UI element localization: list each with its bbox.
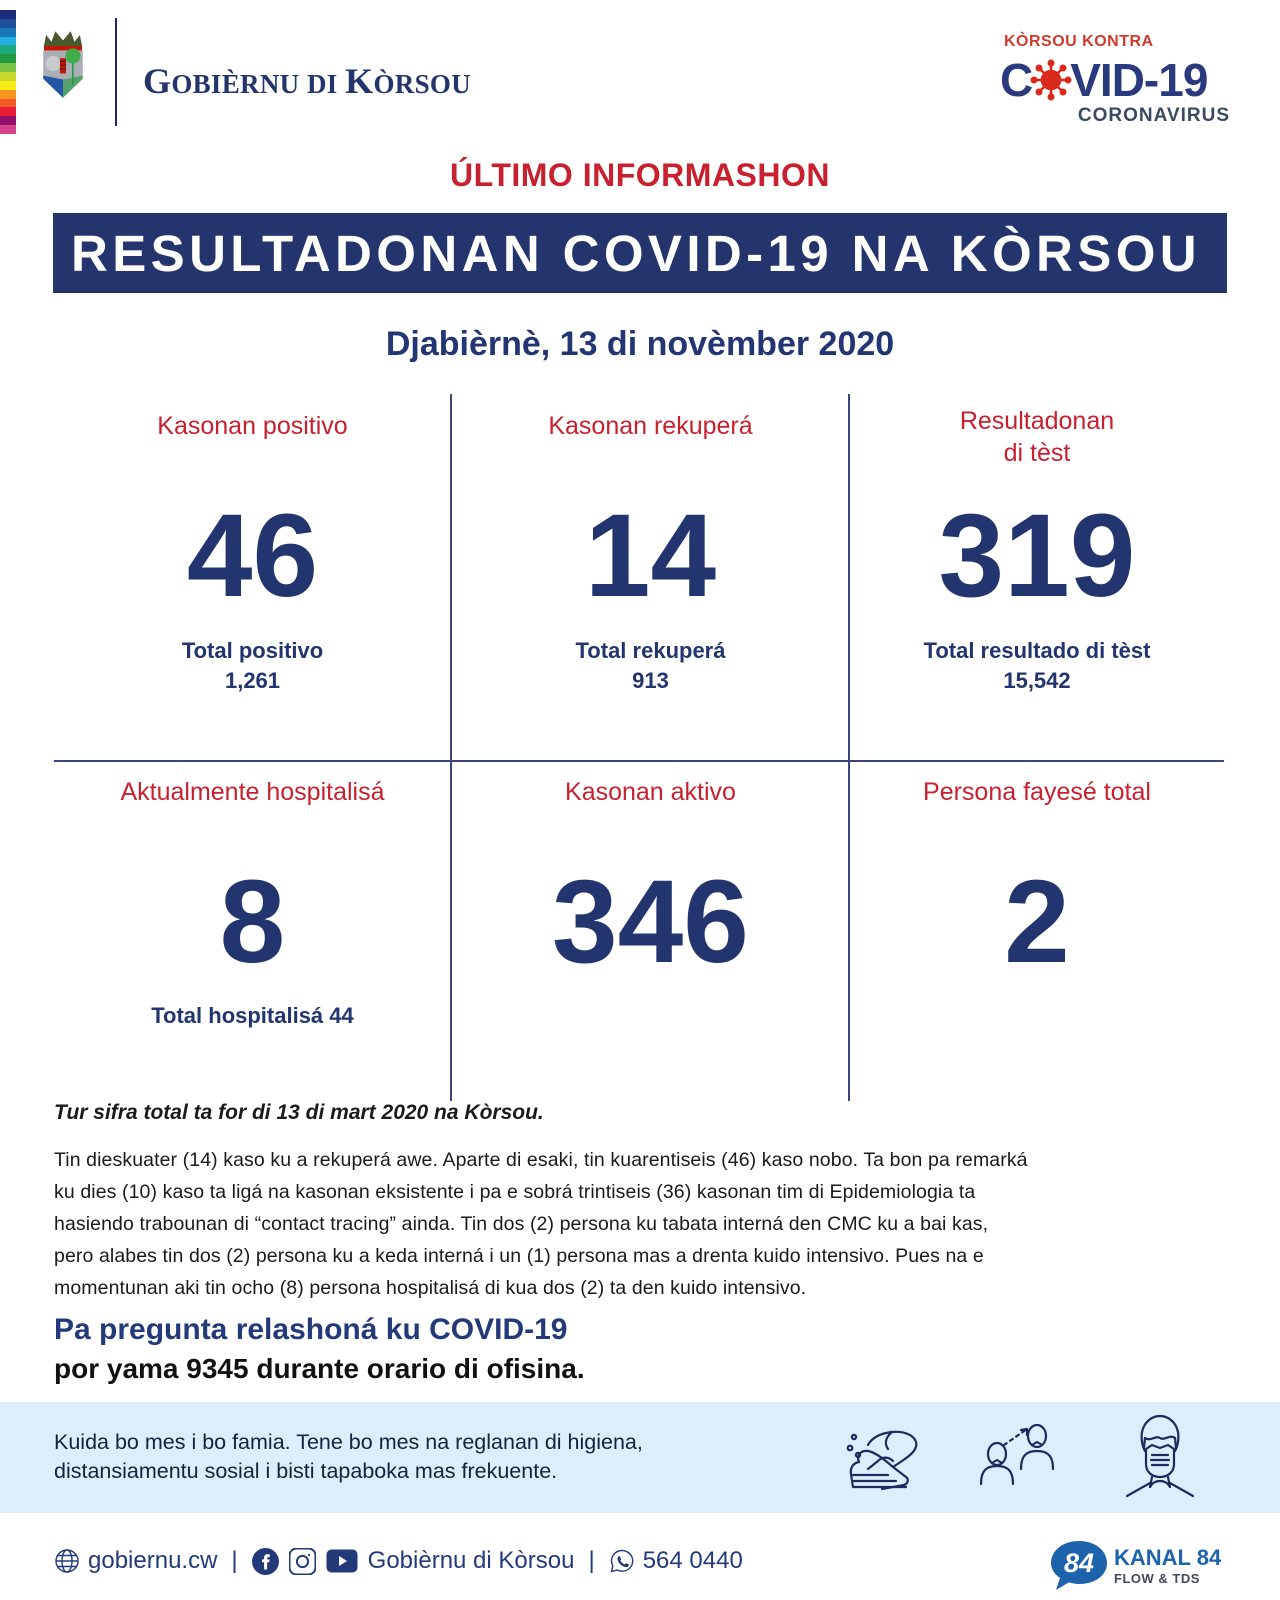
svg-text:84: 84 [1064,1548,1094,1578]
